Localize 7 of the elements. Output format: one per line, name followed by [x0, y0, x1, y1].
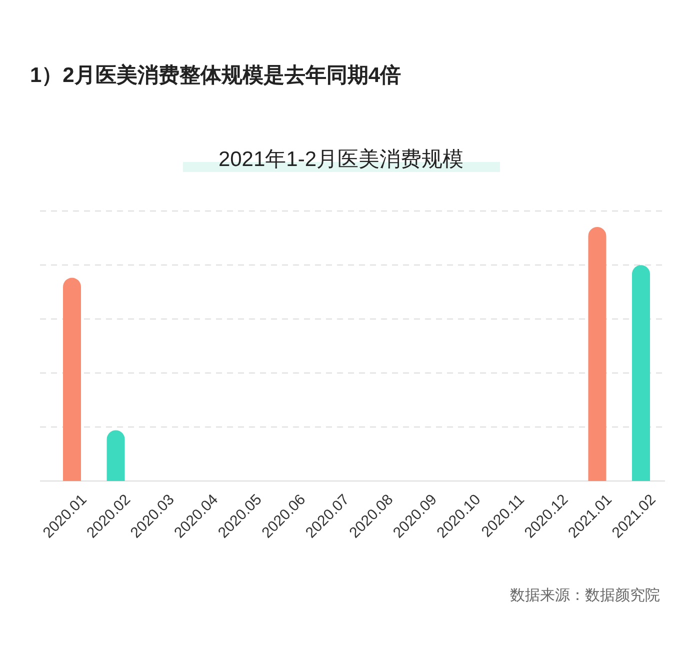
chart-title: 2021年1-2月医美消费规模	[218, 148, 464, 171]
bar	[588, 227, 606, 481]
text: 1）2月医美消费整体规模是去年同期4倍	[30, 63, 402, 87]
source-note: 数据来源：数据颜究院	[510, 587, 660, 604]
bar	[632, 265, 650, 481]
bar	[63, 278, 81, 481]
bar	[106, 430, 125, 481]
